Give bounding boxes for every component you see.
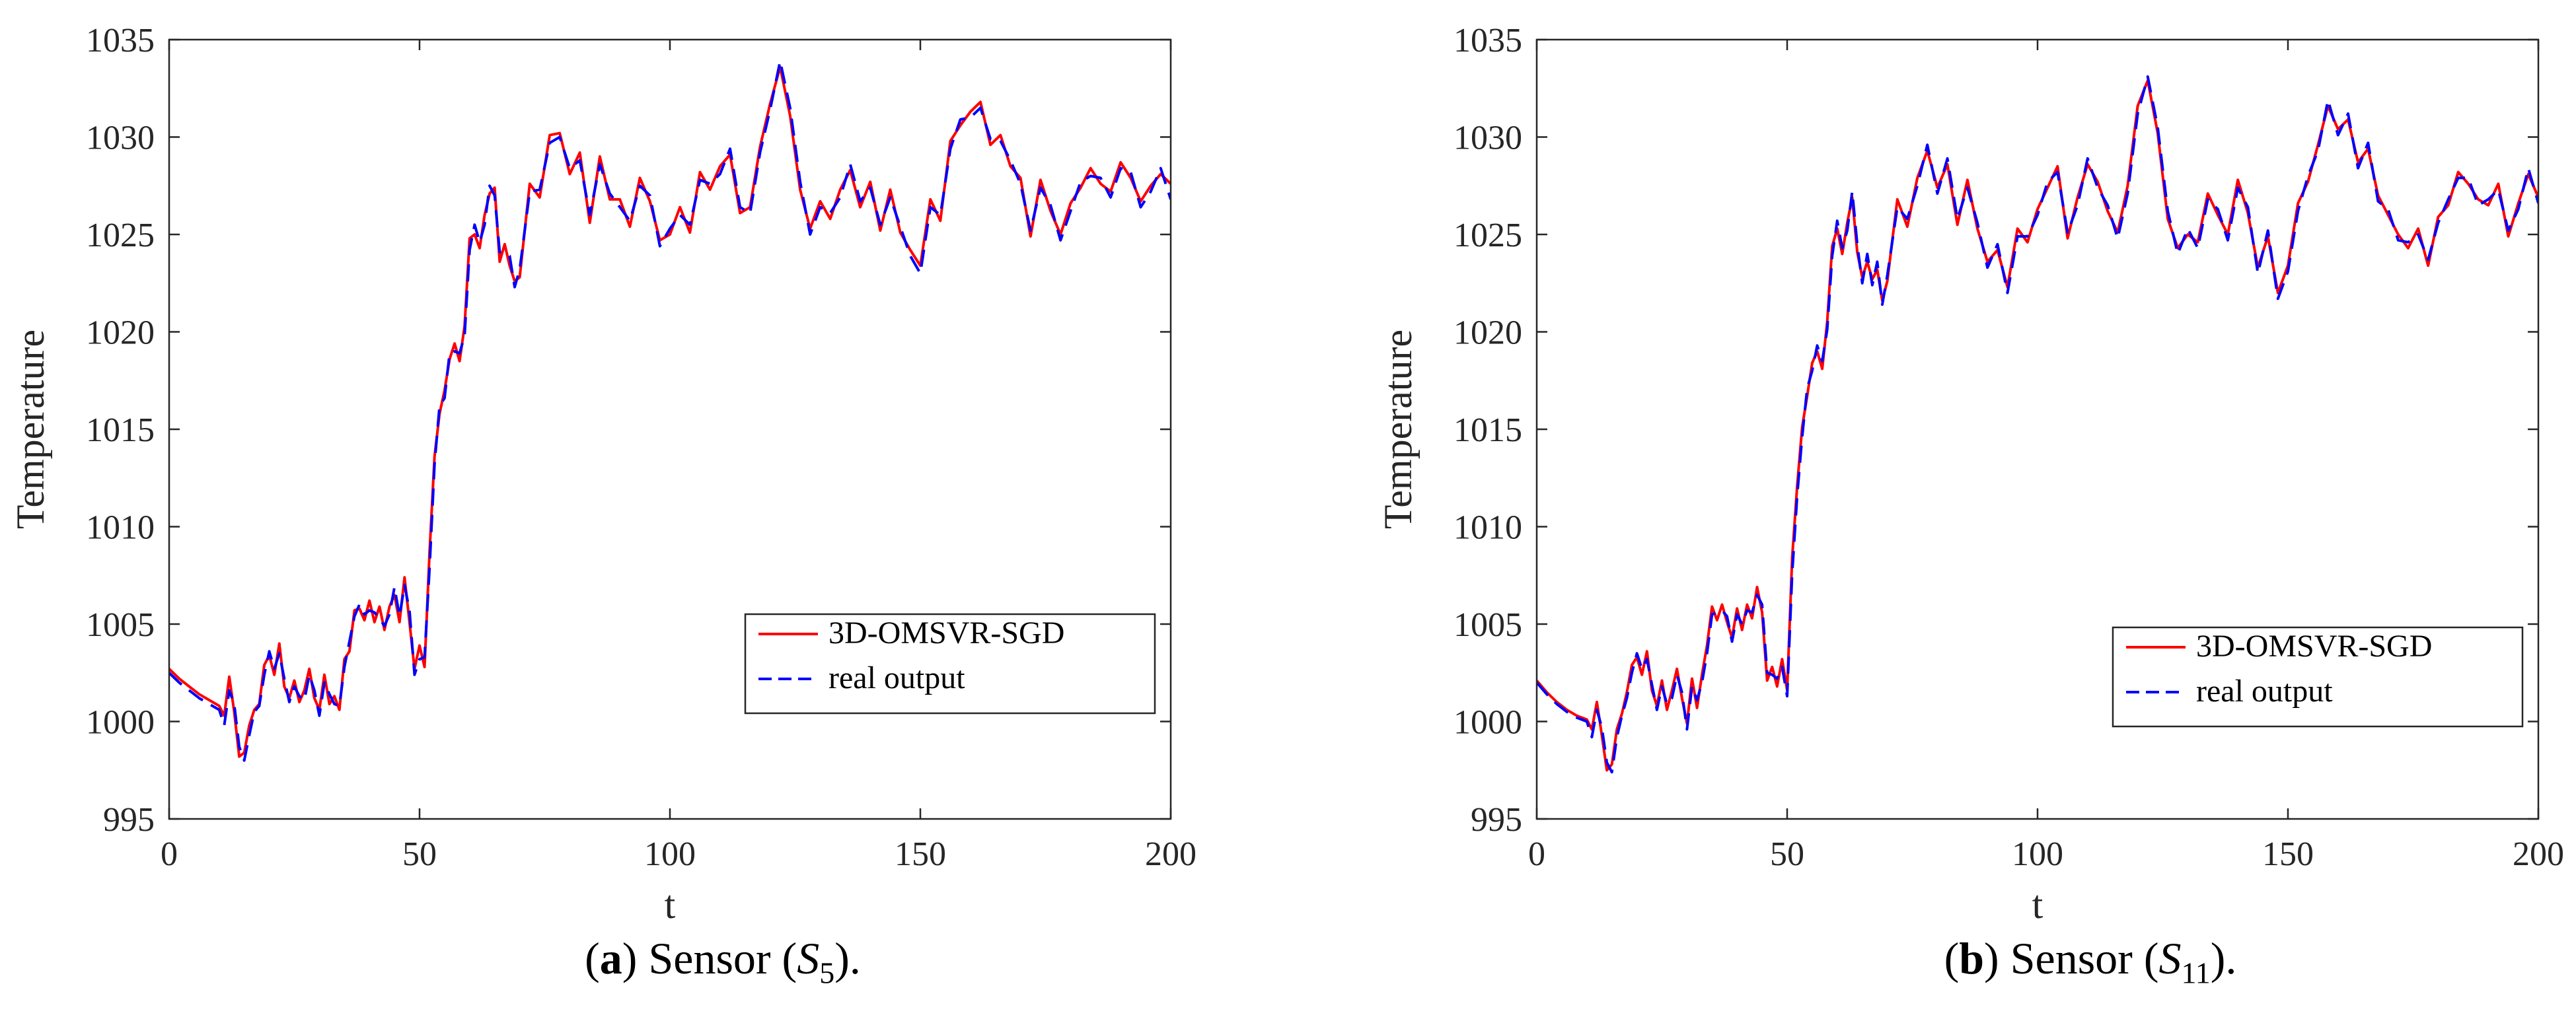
caption-a-subscript: 5 — [819, 956, 835, 990]
y-tick-label-b: 995 — [1471, 801, 1522, 839]
x-axis-title-a: t — [665, 883, 676, 927]
x-tick-label-b: 100 — [2012, 835, 2063, 873]
y-tick-label-b: 1025 — [1454, 217, 1522, 254]
y-axis-title-a: Temperature — [9, 330, 52, 529]
y-tick-label-b: 1015 — [1454, 411, 1522, 449]
y-tick-label-a: 1005 — [86, 606, 155, 644]
caption-b-symbol: S — [2158, 933, 2182, 983]
caption-a-text: Sensor — [648, 933, 771, 983]
y-axis-title-b: Temperature — [1376, 330, 1420, 529]
x-tick-label-a: 150 — [895, 835, 946, 873]
series-line-real-output-b — [1537, 75, 2538, 774]
caption-b: (b) Sensor (S11). — [1944, 933, 2237, 990]
x-axis-title-b: t — [2032, 883, 2043, 927]
y-tick-label-b: 1035 — [1454, 22, 1522, 59]
x-tick-label-b: 50 — [1770, 835, 1804, 873]
y-tick-label-a: 1025 — [86, 217, 155, 254]
y-tick-label-a: 1015 — [86, 411, 155, 449]
y-tick-label-b: 1000 — [1454, 704, 1522, 742]
x-tick-label-a: 0 — [161, 835, 178, 873]
caption-a-symbol: S — [797, 933, 820, 983]
y-tick-label-a: 1020 — [86, 314, 155, 352]
series-line-prediction-a — [169, 65, 1171, 758]
y-tick-label-a: 1030 — [86, 120, 155, 157]
legend-label-prediction-b: 3D-OMSVR-SGD — [2196, 629, 2432, 664]
y-tick-label-b: 1010 — [1454, 509, 1522, 547]
y-tick-label-a: 1010 — [86, 509, 155, 547]
panel-b: 0 50 100 150 200 995 1000 1005 1010 1015 1020 1025 1… — [1376, 22, 2564, 927]
legend-label-real-output-a: real output — [828, 660, 965, 695]
x-tick-label-b: 200 — [2513, 835, 2564, 873]
legend-box-a — [744, 613, 1156, 715]
x-tick-label-b: 150 — [2262, 835, 2314, 873]
x-tick-label-a: 50 — [402, 835, 437, 873]
y-tick-label-a: 1000 — [86, 704, 155, 742]
y-tick-label-b: 1030 — [1454, 120, 1522, 157]
x-tick-label-b: 0 — [1528, 835, 1545, 873]
x-tick-label-a: 100 — [644, 835, 696, 873]
legend-label-prediction-a: 3D-OMSVR-SGD — [828, 616, 1064, 651]
legend-box-b — [2112, 626, 2524, 728]
caption-b-letter: b — [1959, 933, 1985, 983]
caption-a: (a) Sensor (S5). — [585, 933, 861, 990]
legend-b: 3D-OMSVR-SGD real output — [2112, 626, 2524, 728]
y-tick-label-a: 995 — [103, 801, 155, 839]
legend-a: 3D-OMSVR-SGD real output — [744, 613, 1156, 715]
caption-a-letter: a — [599, 933, 622, 983]
panel-a: 0 50 100 150 200 995 1000 1005 1010 1015 1020 1025 1… — [9, 22, 1196, 927]
caption-b-subscript: 11 — [2181, 956, 2211, 990]
legend-label-real-output-b: real output — [2196, 674, 2333, 709]
x-tick-label-a: 200 — [1145, 835, 1196, 873]
y-tick-label-b: 1005 — [1454, 606, 1522, 644]
y-tick-label-a: 1035 — [86, 22, 155, 59]
y-tick-label-b: 1020 — [1454, 314, 1522, 352]
caption-b-text: Sensor — [2010, 933, 2133, 983]
